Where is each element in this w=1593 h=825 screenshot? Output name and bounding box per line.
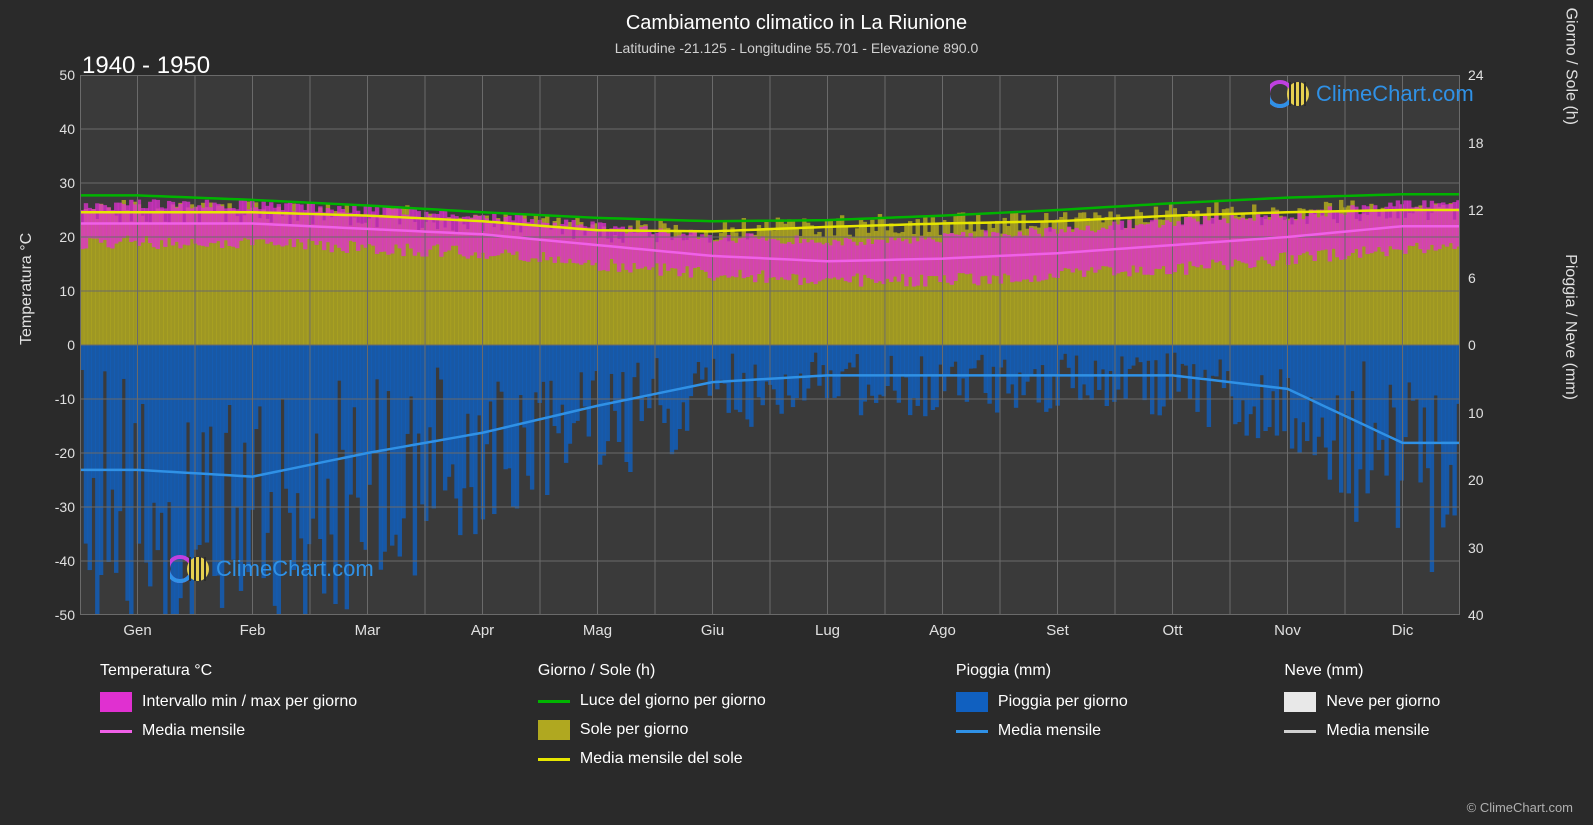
legend-label: Media mensile: [998, 722, 1101, 740]
swatch-sun-fill: [538, 720, 570, 740]
legend-col-day-sun: Giorno / Sole (h) Luce del giorno per gi…: [538, 662, 896, 768]
legend-label: Luce del giorno per giorno: [580, 692, 766, 710]
chart-title: Cambiamento climatico in La Riunione: [0, 12, 1593, 35]
x-tick-month: Nov: [1274, 622, 1301, 639]
legend-item-rain-fill: Pioggia per giorno: [956, 692, 1225, 712]
y-tick-right-hours: 18: [1468, 135, 1484, 151]
legend-title-temperature: Temperatura °C: [100, 662, 478, 680]
legend-col-snow: Neve (mm) Neve per giorno Media mensile: [1284, 662, 1533, 768]
logo-icon: [1270, 80, 1310, 108]
swatch-rain-fill: [956, 692, 988, 712]
legend-item-sun-monthly: Media mensile del sole: [538, 750, 896, 768]
legend-label: Sole per giorno: [580, 721, 689, 739]
legend-item-rain-monthly: Media mensile: [956, 722, 1225, 740]
y-tick-left: -40: [55, 553, 75, 569]
copyright-text: © ClimeChart.com: [1467, 800, 1573, 815]
y-tick-right-mm: 30: [1468, 540, 1484, 556]
y-tick-left: 40: [59, 121, 75, 137]
plot-area: [80, 75, 1460, 615]
y-tick-left: -50: [55, 607, 75, 623]
legend-item-temp-range: Intervallo min / max per giorno: [100, 692, 478, 712]
x-tick-month: Mag: [583, 622, 612, 639]
x-tick-month: Apr: [471, 622, 494, 639]
watermark-bottom: ClimeChart.com: [170, 555, 374, 583]
swatch-snow-fill: [1284, 692, 1316, 712]
x-tick-month: Giu: [701, 622, 724, 639]
legend-label: Pioggia per giorno: [998, 693, 1128, 711]
x-tick-month: Lug: [815, 622, 840, 639]
y-tick-right-mm: 20: [1468, 472, 1484, 488]
x-tick-month: Dic: [1392, 622, 1414, 639]
y-tick-left: -20: [55, 445, 75, 461]
x-tick-month: Feb: [240, 622, 266, 639]
legend-item-temp-monthly: Media mensile: [100, 722, 478, 740]
watermark-text: ClimeChart.com: [1316, 81, 1474, 107]
x-tick-month: Gen: [123, 622, 151, 639]
legend: Temperatura °C Intervallo min / max per …: [100, 662, 1533, 768]
x-tick-month: Set: [1046, 622, 1069, 639]
y-axis-left-label: Temperatura °C: [18, 233, 36, 345]
y-tick-left: 0: [67, 337, 75, 353]
legend-item-snow-fill: Neve per giorno: [1284, 692, 1533, 712]
x-tick-month: Ago: [929, 622, 956, 639]
legend-title-snow: Neve (mm): [1284, 662, 1533, 680]
watermark-top: ClimeChart.com: [1270, 80, 1474, 108]
legend-title-rain: Pioggia (mm): [956, 662, 1225, 680]
legend-label: Media mensile del sole: [580, 750, 743, 768]
legend-item-sun-fill: Sole per giorno: [538, 720, 896, 740]
climate-chart: Cambiamento climatico in La Riunione Lat…: [0, 0, 1593, 825]
watermark-text: ClimeChart.com: [216, 556, 374, 582]
y-tick-right-hours: 12: [1468, 202, 1484, 218]
y-axis-right-bottom-label: Pioggia / Neve (mm): [1561, 254, 1579, 400]
swatch-temp-monthly: [100, 730, 132, 733]
y-tick-left: -30: [55, 499, 75, 515]
y-tick-right-mm: 10: [1468, 405, 1484, 421]
legend-label: Intervallo min / max per giorno: [142, 693, 357, 711]
legend-label: Media mensile: [142, 722, 245, 740]
plot-svg: [80, 75, 1460, 615]
swatch-daylight: [538, 700, 570, 703]
legend-label: Media mensile: [1326, 722, 1429, 740]
x-tick-month: Ott: [1162, 622, 1182, 639]
x-tick-month: Mar: [355, 622, 381, 639]
y-axis-right-top-label: Giorno / Sole (h): [1561, 8, 1579, 125]
legend-label: Neve per giorno: [1326, 693, 1440, 711]
y-tick-right-hours: 0: [1468, 337, 1476, 353]
legend-col-temperature: Temperatura °C Intervallo min / max per …: [100, 662, 478, 768]
legend-title-day-sun: Giorno / Sole (h): [538, 662, 896, 680]
swatch-snow-monthly: [1284, 730, 1316, 733]
y-tick-left: -10: [55, 391, 75, 407]
legend-item-daylight: Luce del giorno per giorno: [538, 692, 896, 710]
y-tick-left: 50: [59, 67, 75, 83]
legend-item-snow-monthly: Media mensile: [1284, 722, 1533, 740]
y-tick-left: 10: [59, 283, 75, 299]
chart-subtitle: Latitudine -21.125 - Longitudine 55.701 …: [0, 40, 1593, 56]
swatch-rain-monthly: [956, 730, 988, 733]
swatch-sun-monthly: [538, 758, 570, 761]
swatch-temp-range: [100, 692, 132, 712]
legend-col-rain: Pioggia (mm) Pioggia per giorno Media me…: [956, 662, 1225, 768]
y-tick-left: 30: [59, 175, 75, 191]
logo-icon: [170, 555, 210, 583]
y-tick-right-hours: 6: [1468, 270, 1476, 286]
y-tick-right-mm: 40: [1468, 607, 1484, 623]
y-tick-left: 20: [59, 229, 75, 245]
